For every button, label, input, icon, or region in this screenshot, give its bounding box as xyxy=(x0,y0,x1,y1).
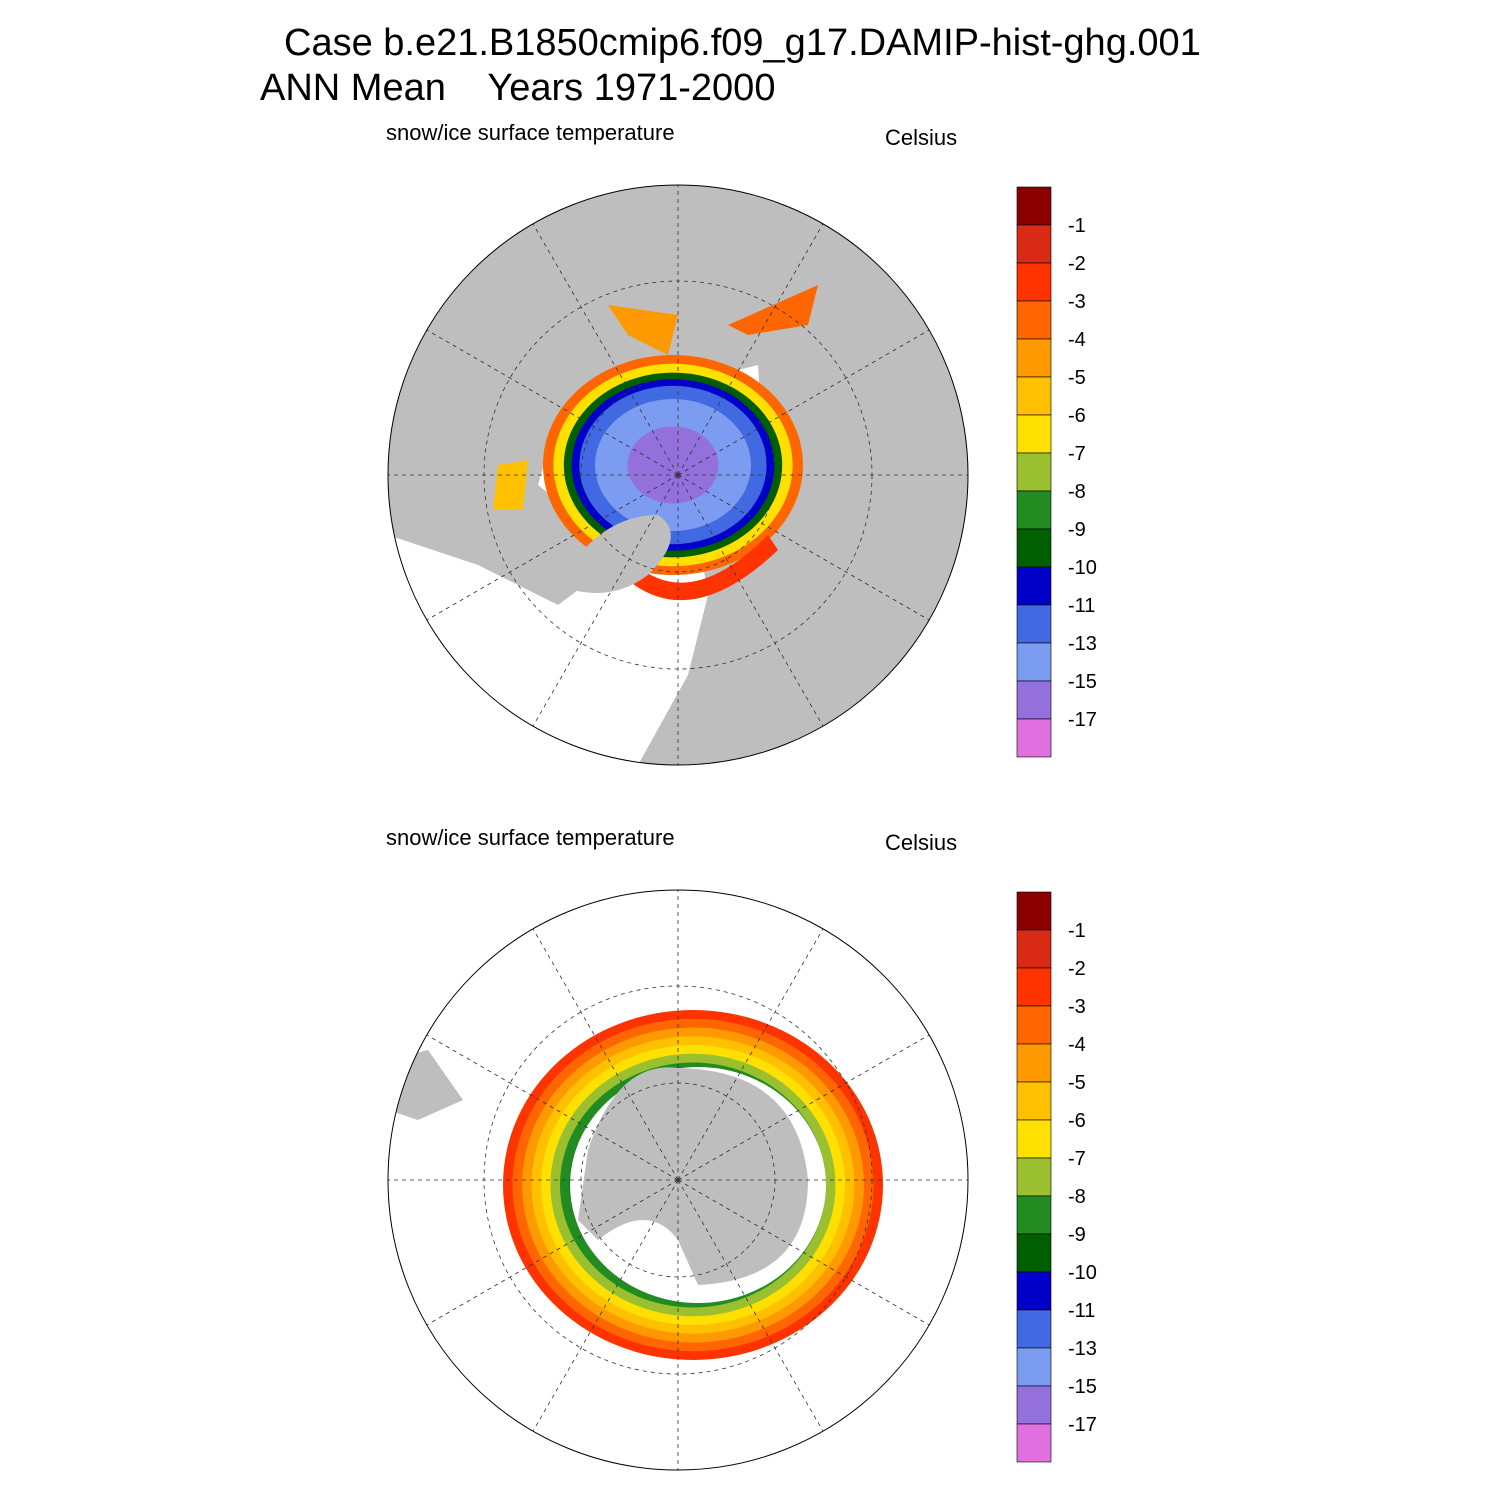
map-border xyxy=(387,184,969,766)
sea-ice-band xyxy=(728,285,818,335)
colorbar-label: -2 xyxy=(1068,958,1086,980)
colorbar-box xyxy=(1016,680,1052,720)
title-line-1: Case b.e21.B1850cmip6.f09_g17.DAMIP-hist… xyxy=(284,22,1201,64)
colorbar-box xyxy=(1016,642,1052,682)
colorbar-box xyxy=(1016,490,1052,530)
meridian xyxy=(532,928,679,1181)
colorbar-label: -1 xyxy=(1068,920,1086,942)
meridian xyxy=(677,474,824,727)
colorbar-label: -15 xyxy=(1068,671,1097,693)
colorbar-box xyxy=(1016,1195,1052,1235)
map-border xyxy=(387,889,969,1471)
colorbar-label: -11 xyxy=(1068,1300,1095,1322)
colorbar-box xyxy=(1016,224,1052,264)
meridian xyxy=(677,474,930,621)
map-body xyxy=(388,890,968,1470)
meridian xyxy=(532,223,679,476)
meridian xyxy=(677,1179,930,1326)
meridian xyxy=(426,474,679,621)
colorbar-box xyxy=(1016,891,1052,931)
colorbar: -1 -2 -3 -4 -5 -6 -7 -8 -9 -10 -11 -13 -15 -17 xyxy=(1016,186,1097,758)
meridian xyxy=(677,1179,824,1432)
colorbar-label: -3 xyxy=(1068,996,1086,1018)
sea-ice-band xyxy=(608,305,678,355)
sea-ice-band xyxy=(627,426,719,504)
panel-subtitle: snow/ice surface temperature xyxy=(386,120,675,145)
colorbar-label: -7 xyxy=(1068,1148,1086,1170)
colorbar-label: -11 xyxy=(1068,595,1095,617)
colorbar-box xyxy=(1016,300,1052,340)
colorbar-label: -17 xyxy=(1068,1414,1097,1436)
colorbar-label: -10 xyxy=(1068,557,1097,579)
colorbar-box xyxy=(1016,1005,1052,1045)
meridian xyxy=(677,928,824,1181)
colorbar-label: -8 xyxy=(1068,1186,1086,1208)
colorbar-box xyxy=(1016,376,1052,416)
colorbar-box xyxy=(1016,718,1052,758)
colorbar-label: -9 xyxy=(1068,519,1086,541)
colorbar-box xyxy=(1016,1081,1052,1121)
colorbar: -1 -2 -3 -4 -5 -6 -7 -8 -9 -10 -11 -13 -15 -17 xyxy=(1016,891,1097,1463)
colorbar-box xyxy=(1016,1043,1052,1083)
colorbar-box xyxy=(1016,1385,1052,1425)
colorbar-box xyxy=(1016,1347,1052,1387)
meridian xyxy=(677,223,824,476)
sea-ice-band xyxy=(608,535,778,601)
colorbar-label: -10 xyxy=(1068,1262,1097,1284)
colorbar-label: -13 xyxy=(1068,633,1097,655)
colorbar-box xyxy=(1016,338,1052,378)
map-body xyxy=(388,185,968,765)
colorbar-box xyxy=(1016,929,1052,969)
meridian xyxy=(426,1034,679,1181)
panel-subtitle: snow/ice surface temperature xyxy=(386,825,675,850)
meridian xyxy=(532,1179,679,1432)
south-polar-map xyxy=(387,889,969,1471)
colorbar-box xyxy=(1016,1309,1052,1349)
land xyxy=(558,515,671,593)
colorbar-label: -1 xyxy=(1068,215,1086,237)
colorbar-box xyxy=(1016,1157,1052,1197)
colorbar-box xyxy=(1016,566,1052,606)
colorbar-box xyxy=(1016,604,1052,644)
colorbar-label: -4 xyxy=(1068,329,1086,351)
colorbar-label: -6 xyxy=(1068,405,1086,427)
colorbar-box xyxy=(1016,1119,1052,1159)
colorbar-box xyxy=(1016,262,1052,302)
meridian xyxy=(532,474,679,727)
colorbar-box xyxy=(1016,414,1052,454)
sea-ice-band xyxy=(493,460,528,510)
colorbar-label: -7 xyxy=(1068,443,1086,465)
colorbar-label: -4 xyxy=(1068,1034,1086,1056)
colorbar-label: -15 xyxy=(1068,1376,1097,1398)
antarctica xyxy=(578,1067,808,1285)
meridian xyxy=(677,329,930,476)
colorbar-label: -5 xyxy=(1068,367,1086,389)
meridian xyxy=(426,329,679,476)
colorbar-box xyxy=(1016,967,1052,1007)
north-polar-map xyxy=(387,184,969,766)
meridian xyxy=(677,1034,930,1181)
colorbar-box xyxy=(1016,1271,1052,1311)
colorbar-label: -8 xyxy=(1068,481,1086,503)
panel-units: Celsius xyxy=(885,125,957,150)
colorbar-label: -5 xyxy=(1068,1072,1086,1094)
colorbar-box xyxy=(1016,1233,1052,1273)
colorbar-label: -6 xyxy=(1068,1110,1086,1132)
panel-units: Celsius xyxy=(885,830,957,855)
colorbar-box xyxy=(1016,1423,1052,1463)
colorbar-label: -9 xyxy=(1068,1224,1086,1246)
colorbar-box xyxy=(1016,528,1052,568)
meridian xyxy=(426,1179,679,1326)
colorbar-label: -13 xyxy=(1068,1338,1097,1360)
colorbar-label: -2 xyxy=(1068,253,1086,275)
colorbar-box xyxy=(1016,452,1052,492)
colorbar-label: -17 xyxy=(1068,709,1097,731)
colorbar-label: -3 xyxy=(1068,291,1086,313)
colorbar-box xyxy=(1016,186,1052,226)
title-line-2: ANN Mean Years 1971-2000 xyxy=(260,67,775,109)
